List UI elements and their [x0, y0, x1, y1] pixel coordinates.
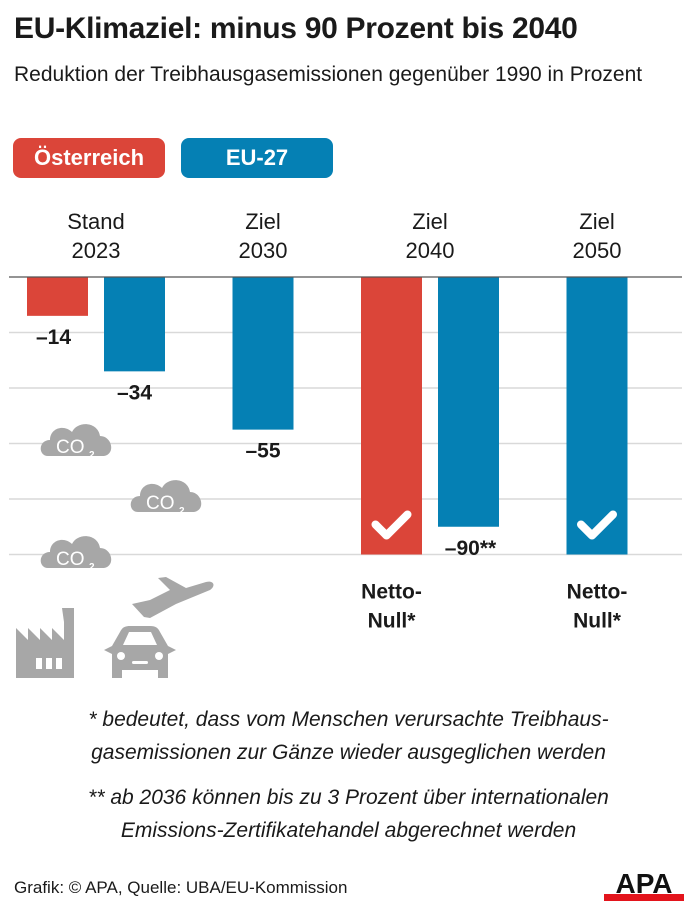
category-label-2030: Ziel 2030	[238, 209, 288, 263]
svg-text:2: 2	[89, 562, 95, 573]
co2-cloud-icon: CO 2	[40, 424, 112, 461]
apa-logo: APA	[604, 868, 684, 901]
bar-eu27-0	[104, 277, 165, 372]
category-label-2023: Stand 2023	[67, 209, 125, 263]
legend-oesterreich: Österreich	[13, 138, 165, 178]
co2-label: CO	[56, 549, 85, 570]
legend-eu27: EU-27	[181, 138, 333, 178]
co2-label: CO	[146, 493, 175, 514]
source-credit: Grafik: © APA, Quelle: UBA/EU-Kommission	[14, 878, 348, 897]
data-label: Netto-Null*	[361, 581, 422, 633]
svg-text:2: 2	[89, 450, 95, 461]
data-label: –90**	[445, 537, 497, 560]
airplane-icon	[132, 577, 214, 618]
bars: –14 Netto-Null* –34 –55 –90** Netto-Null*	[27, 277, 628, 633]
checkmark-icon	[577, 510, 617, 540]
svg-text:2: 2	[179, 506, 185, 517]
bar-oesterreich-0	[27, 277, 88, 316]
footnote-netto-null: * bedeutet, dass vom Menschen verursacht…	[88, 708, 609, 764]
bar-eu27-3	[566, 277, 628, 555]
co2-cloud-icon: CO 2	[130, 480, 202, 517]
bar-chart: CO 2 CO 2 CO 2 –14 Netto-Null* –34 –55 –90**…	[9, 276, 682, 678]
factory-icon	[16, 608, 74, 678]
category-label-2040: Ziel 2040	[405, 209, 455, 263]
chart-subtitle: Reduktion der Treibhausgasemissionen geg…	[14, 63, 643, 86]
data-label: –34	[117, 381, 152, 404]
category-label-2050: Ziel 2050	[572, 209, 622, 263]
data-label: –14	[36, 326, 71, 349]
data-label: Netto-Null*	[567, 581, 628, 633]
chart-title: EU-Klimaziel: minus 90 Prozent bis 2040	[14, 12, 578, 45]
data-label: –55	[245, 440, 280, 463]
bar-eu27-2	[438, 277, 499, 527]
bar-oesterreich-2	[361, 277, 422, 555]
checkmark-icon	[371, 510, 412, 540]
svg-text:APA: APA	[615, 868, 672, 899]
footnote-zertifikate: ** ab 2036 können bis zu 3 Prozent über …	[88, 786, 609, 842]
co2-label: CO	[56, 437, 85, 458]
bar-eu27-1	[232, 277, 294, 430]
decor-icons: CO 2 CO 2 CO 2	[16, 424, 214, 678]
co2-cloud-icon: CO 2	[40, 536, 112, 573]
car-icon	[104, 626, 176, 678]
